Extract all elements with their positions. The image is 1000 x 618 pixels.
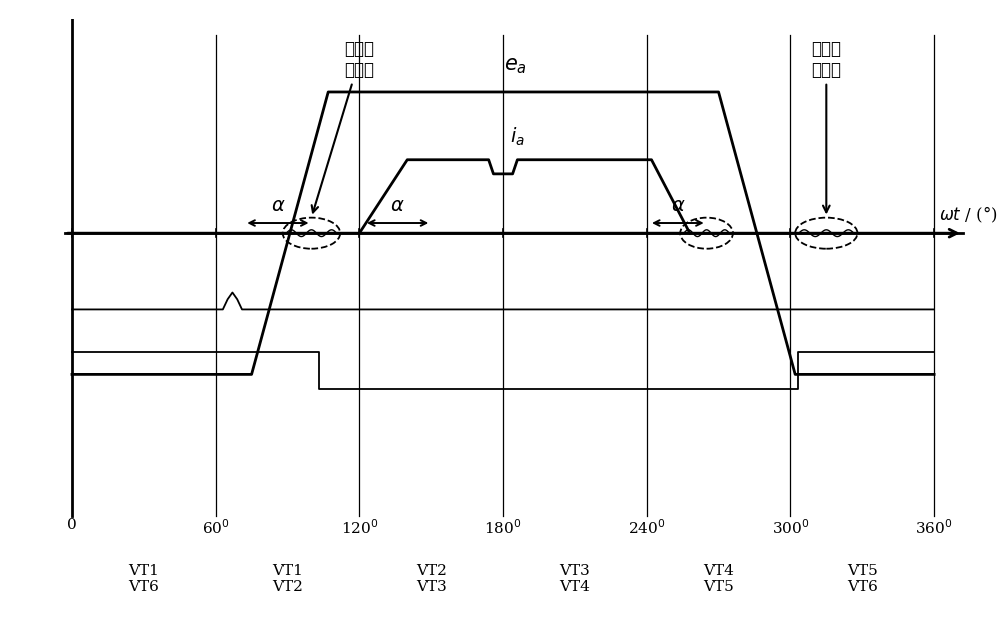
Text: 60$^0$: 60$^0$ [202, 519, 230, 537]
Text: $\omega t$ / ($\degree$): $\omega t$ / ($\degree$) [939, 205, 997, 225]
Text: VT3
VT4: VT3 VT4 [559, 564, 590, 594]
Text: 0: 0 [67, 519, 77, 533]
Text: $i_a$: $i_a$ [510, 126, 525, 148]
Text: VT4
VT5: VT4 VT5 [703, 564, 734, 594]
Text: VT2
VT3: VT2 VT3 [416, 564, 447, 594]
Text: 180$^0$: 180$^0$ [484, 519, 522, 537]
Text: 360$^0$: 360$^0$ [915, 519, 953, 537]
Text: VT1
VT2: VT1 VT2 [272, 564, 303, 594]
Text: 不导通
相续流: 不导通 相续流 [811, 40, 841, 212]
Text: 120$^0$: 120$^0$ [341, 519, 378, 537]
Text: $e_a$: $e_a$ [504, 57, 526, 77]
Text: 300$^0$: 300$^0$ [772, 519, 809, 537]
Text: VT5
VT6: VT5 VT6 [847, 564, 878, 594]
Text: $\alpha$: $\alpha$ [671, 197, 685, 215]
Text: 240$^0$: 240$^0$ [628, 519, 665, 537]
Text: VT1
VT6: VT1 VT6 [128, 564, 159, 594]
Text: $\alpha$: $\alpha$ [271, 197, 285, 215]
Text: 不导通
相续流: 不导通 相续流 [312, 40, 374, 213]
Text: $\alpha$: $\alpha$ [390, 197, 405, 215]
